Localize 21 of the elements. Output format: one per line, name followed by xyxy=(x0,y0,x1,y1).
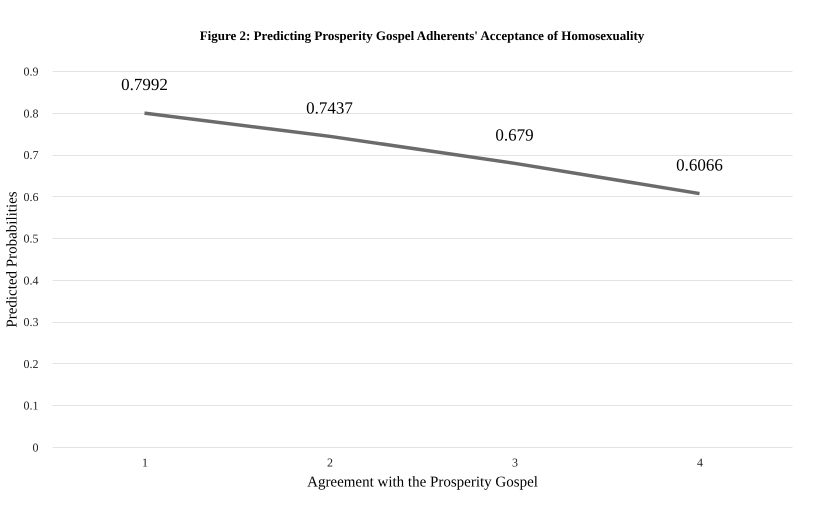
y-tick-label: 0.9 xyxy=(24,64,38,78)
y-tick-label: 0.2 xyxy=(24,356,38,371)
data-label: 0.6066 xyxy=(676,156,723,175)
y-tick-label: 0.4 xyxy=(24,273,38,288)
data-label: 0.7992 xyxy=(121,75,168,94)
x-axis-title: Agreement with the Prosperity Gospel xyxy=(307,474,538,490)
data-label: 0.679 xyxy=(495,125,534,144)
y-tick-label: 0 xyxy=(32,440,38,454)
x-tick-label: 4 xyxy=(697,456,703,470)
y-tick-label: 0.5 xyxy=(24,232,38,246)
data-label: 0.7437 xyxy=(306,98,354,118)
y-axis-title: Predicted Probabilities xyxy=(4,191,20,328)
y-tick-label: 0.7 xyxy=(24,148,38,162)
x-tick-label: 1 xyxy=(142,456,148,470)
y-tick-label: 0.1 xyxy=(24,398,38,413)
x-tick-label: 3 xyxy=(512,456,518,470)
x-tick-label: 2 xyxy=(327,456,333,470)
y-tick-label: 0.6 xyxy=(24,190,38,204)
chart-title: Figure 2: Predicting Prosperity Gospel Adherents' Acceptance of Homosexuality xyxy=(200,28,645,43)
y-tick-label: 0.8 xyxy=(24,106,38,120)
y-tick-label: 0.3 xyxy=(24,315,38,330)
